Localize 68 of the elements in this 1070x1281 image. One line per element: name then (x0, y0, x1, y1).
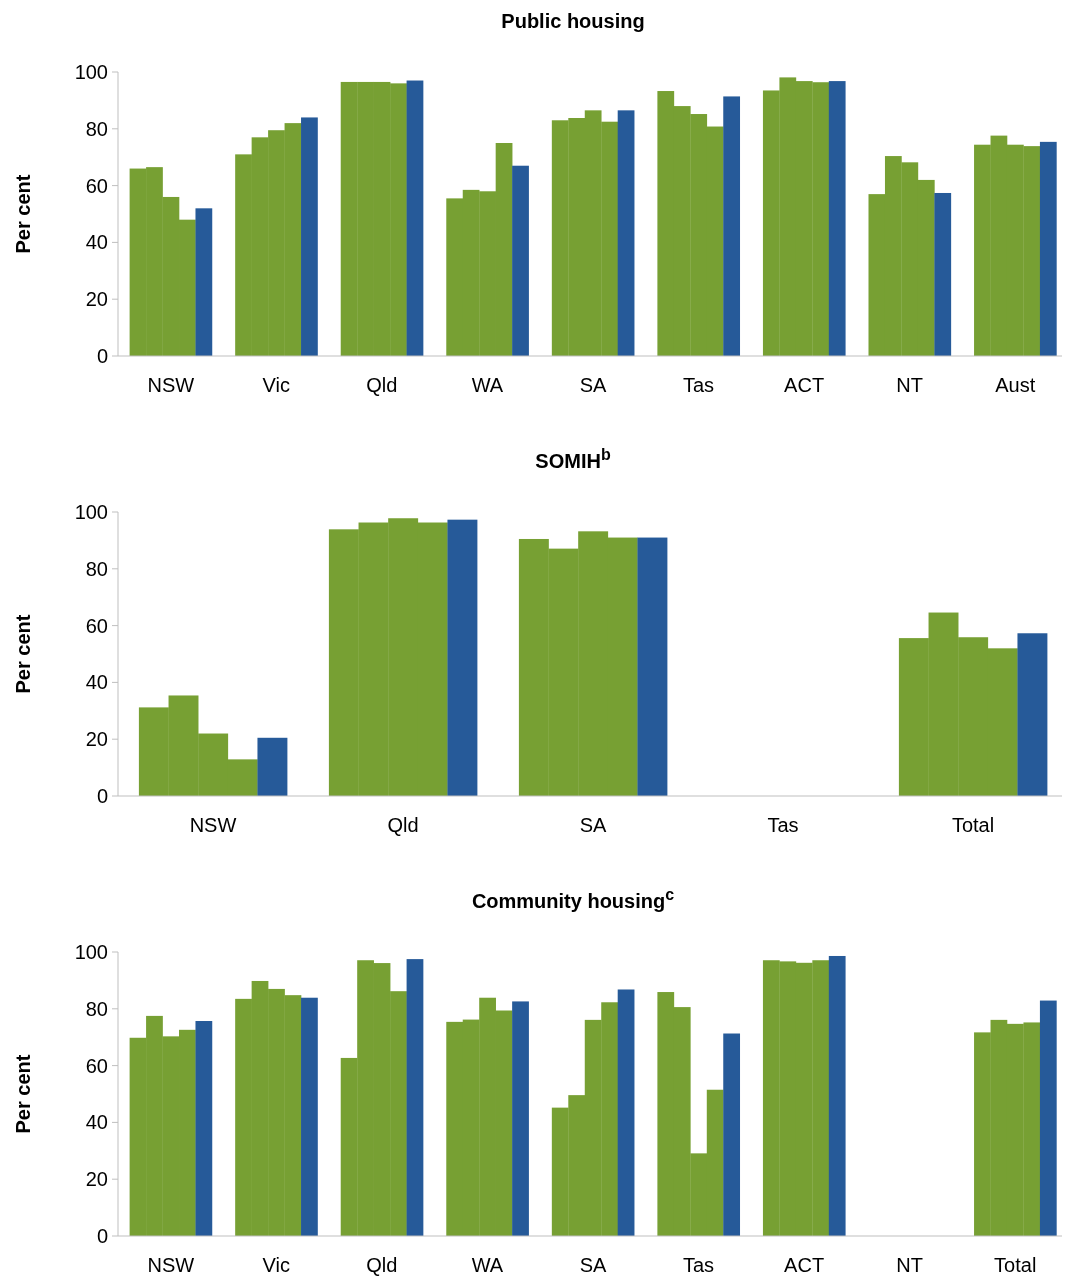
x-tick-label: Qld (387, 814, 419, 836)
x-tick-label: SA (579, 374, 607, 396)
y-tick-label: 100 (74, 61, 108, 83)
bar (828, 81, 846, 356)
bar (934, 192, 952, 356)
x-tick-label: Qld (366, 374, 398, 396)
chart-title: Public housing (501, 10, 645, 32)
y-tick-label: 60 (85, 1054, 108, 1077)
x-tick-label: Total (951, 814, 995, 836)
y-tick-label: 0 (96, 1225, 108, 1247)
bar (406, 959, 424, 1236)
y-tick-label: 20 (85, 728, 108, 751)
y-axis-title: Per cent (12, 614, 34, 694)
x-tick-label: Vic (262, 374, 291, 396)
bar (637, 537, 668, 796)
bar (257, 737, 288, 796)
bar (828, 955, 846, 1236)
y-axis-title: Per cent (12, 174, 34, 254)
bar (195, 1021, 213, 1236)
y-tick-label: 80 (85, 997, 108, 1020)
x-tick-label: SA (579, 1254, 607, 1276)
chart-title: Community housing$^{c}$ (471, 885, 675, 912)
bar (447, 519, 478, 796)
bar (723, 96, 741, 356)
x-tick-label: SA (579, 814, 607, 836)
y-tick-label: 0 (96, 785, 108, 807)
y-tick-label: 80 (85, 557, 108, 580)
x-tick-label: Qld (366, 1254, 398, 1276)
bar (301, 997, 318, 1236)
y-tick-label: 20 (85, 288, 108, 311)
bar (617, 989, 635, 1236)
x-tick-label: Total (994, 1254, 1037, 1276)
y-tick-label: 100 (74, 941, 108, 963)
y-tick-label: 80 (85, 117, 108, 140)
y-tick-label: 0 (96, 345, 108, 367)
bar (1017, 633, 1048, 796)
x-tick-label: ACT (784, 1254, 825, 1276)
x-tick-label: Tas (767, 814, 799, 836)
x-tick-label: NSW (189, 814, 237, 836)
x-tick-label: Vic (262, 1254, 291, 1276)
x-tick-label: Tas (682, 374, 715, 396)
x-tick-label: Tas (682, 1254, 715, 1276)
chart-title: SOMIH$^{b}$ (535, 445, 611, 472)
x-tick-label: NT (896, 1254, 923, 1276)
bar (723, 1033, 741, 1236)
bar (1039, 141, 1057, 356)
y-tick-label: 20 (85, 1168, 108, 1191)
y-tick-label: 40 (85, 231, 108, 254)
y-tick-label: 100 (74, 501, 108, 523)
y-tick-label: 40 (85, 671, 108, 694)
x-tick-label: WA (471, 1254, 504, 1276)
bar (512, 165, 529, 356)
y-tick-label: 60 (85, 174, 108, 197)
y-tick-label: 60 (85, 614, 108, 637)
x-tick-label: WA (471, 374, 504, 396)
bar (195, 208, 213, 356)
bar (406, 80, 424, 356)
x-tick-label: NT (896, 374, 923, 396)
bar (1039, 1000, 1057, 1236)
y-axis-title: Per cent (12, 1054, 34, 1134)
bar (617, 110, 635, 356)
y-tick-label: 40 (85, 1111, 108, 1134)
bar (512, 1001, 529, 1236)
x-tick-label: Aust (995, 374, 1036, 396)
x-tick-label: ACT (784, 374, 825, 396)
bar (301, 117, 318, 356)
x-tick-label: NSW (147, 374, 195, 396)
x-tick-label: NSW (147, 1254, 195, 1276)
